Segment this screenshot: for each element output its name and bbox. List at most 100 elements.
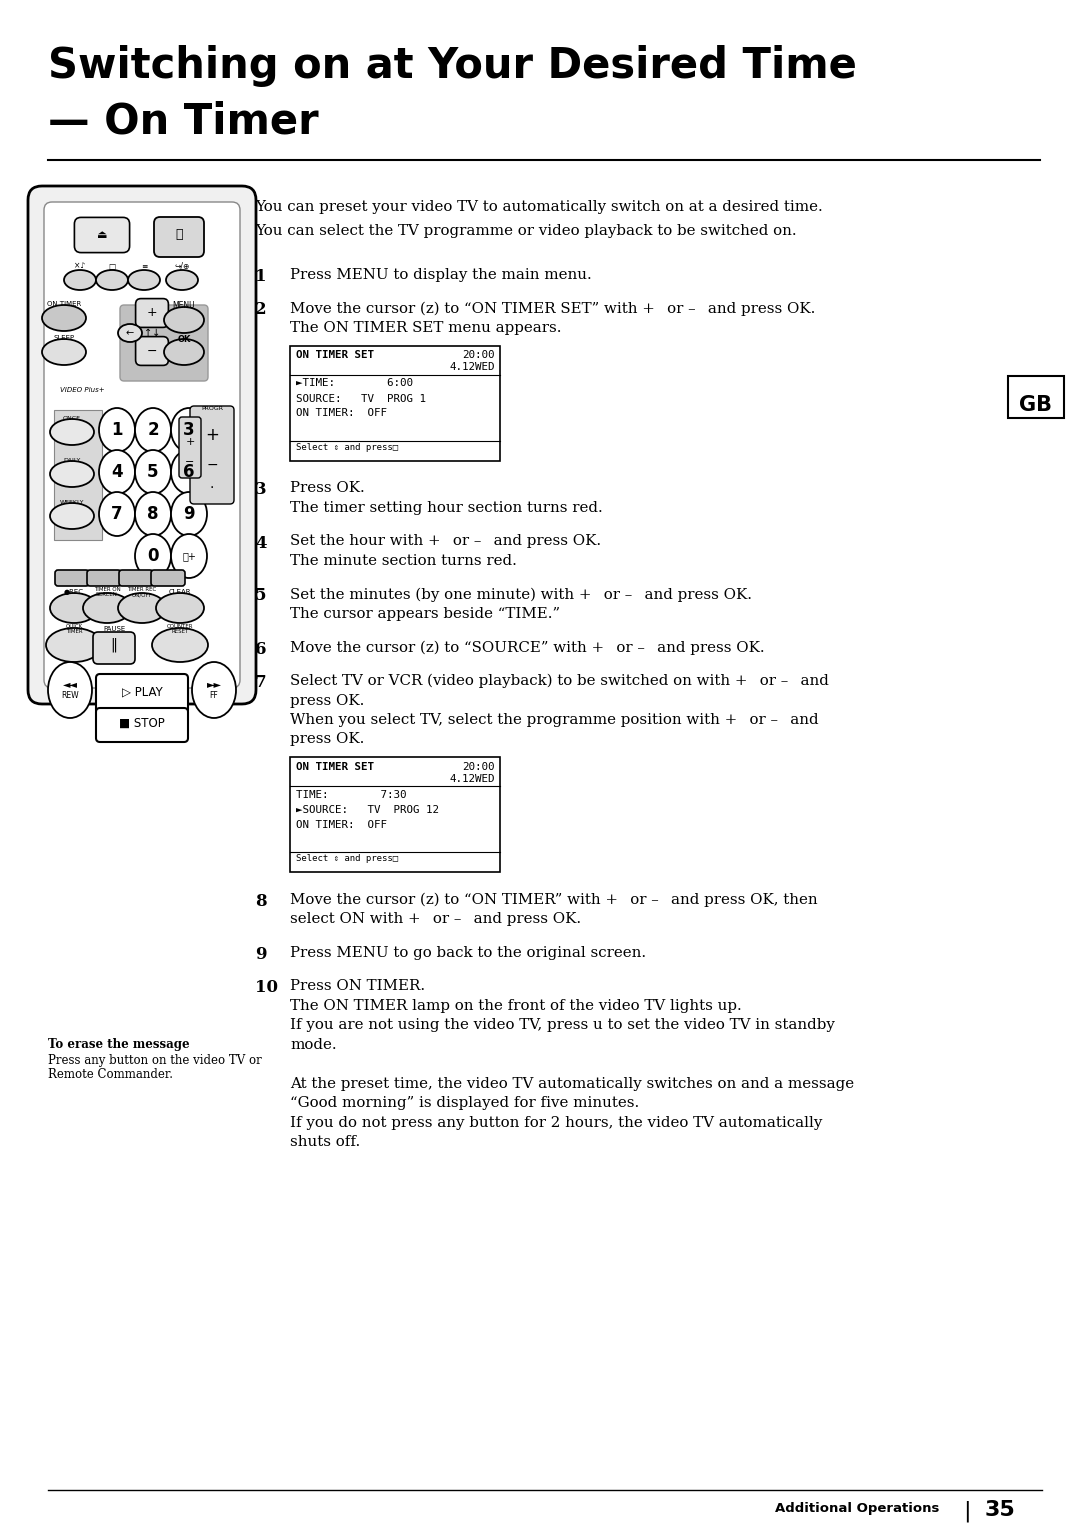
FancyBboxPatch shape [190,406,234,504]
Text: 7: 7 [255,674,267,691]
Text: — On Timer: — On Timer [48,99,319,142]
Text: Press any button on the video TV or: Press any button on the video TV or [48,1054,261,1067]
Text: 7: 7 [111,504,123,523]
Text: select ON with +  or –  and press OK.: select ON with + or – and press OK. [291,912,581,926]
Text: Move the cursor (z) to “ON TIMER” with +  or –  and press OK, then: Move the cursor (z) to “ON TIMER” with +… [291,892,818,908]
Text: 4: 4 [255,535,267,552]
Text: Press OK.: Press OK. [291,481,365,495]
Text: 0: 0 [147,547,159,565]
Text: 35: 35 [985,1500,1016,1520]
Text: −: − [206,458,218,472]
Text: Additional Operations: Additional Operations [775,1502,940,1514]
Text: When you select TV, select the programme position with +  or –  and: When you select TV, select the programme… [291,714,819,727]
Text: ⏏: ⏏ [97,231,107,240]
FancyBboxPatch shape [96,674,188,714]
Text: Press ON TIMER.: Press ON TIMER. [291,979,426,993]
FancyBboxPatch shape [179,417,201,478]
Text: OK: OK [177,335,191,344]
Text: If you do not press any button for 2 hours, the video TV automatically: If you do not press any button for 2 hou… [291,1115,822,1131]
Text: 3: 3 [184,422,194,439]
Text: TIMER ON
SCREEN: TIMER ON SCREEN [94,587,120,597]
Text: +: + [205,426,219,445]
Text: mode.: mode. [291,1038,337,1051]
Ellipse shape [50,419,94,445]
Text: ►SOURCE:   TV  PROG 12: ►SOURCE: TV PROG 12 [296,805,438,814]
Ellipse shape [171,533,207,578]
Bar [291,756,500,872]
Ellipse shape [99,451,135,494]
Text: Set the hour with +  or –  and press OK.: Set the hour with + or – and press OK. [291,535,602,549]
Text: Select TV or VCR (video playback) to be switched on with +  or –  and: Select TV or VCR (video playback) to be … [291,674,828,689]
Ellipse shape [50,593,98,623]
FancyBboxPatch shape [136,298,168,327]
Text: 8: 8 [147,504,159,523]
Text: PAUSE: PAUSE [103,626,125,633]
Text: Switching on at Your Desired Time: Switching on at Your Desired Time [48,44,856,87]
Ellipse shape [135,451,171,494]
FancyBboxPatch shape [55,570,89,587]
FancyBboxPatch shape [120,306,208,380]
FancyBboxPatch shape [151,570,185,587]
Text: Set the minutes (by one minute) with +  or –  and press OK.: Set the minutes (by one minute) with + o… [291,587,752,602]
Text: GB: GB [1020,396,1053,416]
Ellipse shape [48,662,92,718]
Text: You can preset your video TV to automatically switch on at a desired time.: You can preset your video TV to automati… [255,200,823,214]
Text: 5: 5 [147,463,159,481]
Text: 20:00: 20:00 [462,350,495,361]
Text: ‖: ‖ [110,637,118,652]
Ellipse shape [83,593,131,623]
Text: ≡: ≡ [140,261,147,270]
Text: 1: 1 [111,422,123,439]
FancyBboxPatch shape [96,707,188,743]
Text: The timer setting hour section turns red.: The timer setting hour section turns red… [291,501,603,515]
Ellipse shape [152,628,208,662]
Ellipse shape [166,270,198,290]
Text: shuts off.: shuts off. [291,1135,361,1149]
FancyBboxPatch shape [93,633,135,665]
Text: PROGR: PROGR [201,405,222,411]
Text: 10: 10 [255,979,278,996]
Ellipse shape [164,339,204,365]
FancyBboxPatch shape [87,570,121,587]
Text: ON TIMER:  OFF: ON TIMER: OFF [296,408,387,419]
Text: ↪/⊕: ↪/⊕ [174,261,190,270]
FancyBboxPatch shape [154,217,204,257]
FancyBboxPatch shape [136,336,168,365]
Text: Select ⇕ and press□: Select ⇕ and press□ [296,854,399,863]
Text: QUICK
TIMER: QUICK TIMER [66,623,82,634]
Text: Press MENU to display the main menu.: Press MENU to display the main menu. [291,267,592,283]
Text: MENU: MENU [173,301,195,310]
Text: ▷ PLAY: ▷ PLAY [122,686,162,698]
Text: ×⁠♪: ×⁠♪ [75,261,85,270]
Text: REW: REW [62,692,79,700]
Bar [291,345,500,460]
Text: 2: 2 [147,422,159,439]
Text: Select ⇕ and press□: Select ⇕ and press□ [296,443,399,451]
Text: ↑↓: ↑↓ [144,329,160,338]
Text: ⏻: ⏻ [175,229,183,241]
Text: 8: 8 [255,892,267,911]
Text: ON TIMER: ON TIMER [46,301,81,307]
Text: +: + [186,437,194,448]
Text: +: + [147,307,158,319]
Text: CLEAR: CLEAR [168,588,191,594]
Text: ►TIME:        6:00: ►TIME: 6:00 [296,379,413,388]
Ellipse shape [129,270,160,290]
Text: 5: 5 [255,587,267,605]
Text: Move the cursor (z) to “ON TIMER SET” with +  or –  and press OK.: Move the cursor (z) to “ON TIMER SET” wi… [291,301,815,316]
Ellipse shape [99,492,135,536]
Text: 3: 3 [255,481,267,498]
Text: 20:00: 20:00 [462,762,495,772]
Text: 6: 6 [255,640,267,657]
Ellipse shape [171,492,207,536]
Ellipse shape [42,306,86,332]
Text: ●REC: ●REC [64,588,84,594]
Text: ◄◄: ◄◄ [63,678,78,689]
Text: ►►: ►► [206,678,221,689]
Ellipse shape [50,503,94,529]
Ellipse shape [50,461,94,487]
Ellipse shape [99,408,135,452]
Text: −: − [186,457,194,468]
Text: ONCE: ONCE [63,416,81,420]
Ellipse shape [135,408,171,452]
